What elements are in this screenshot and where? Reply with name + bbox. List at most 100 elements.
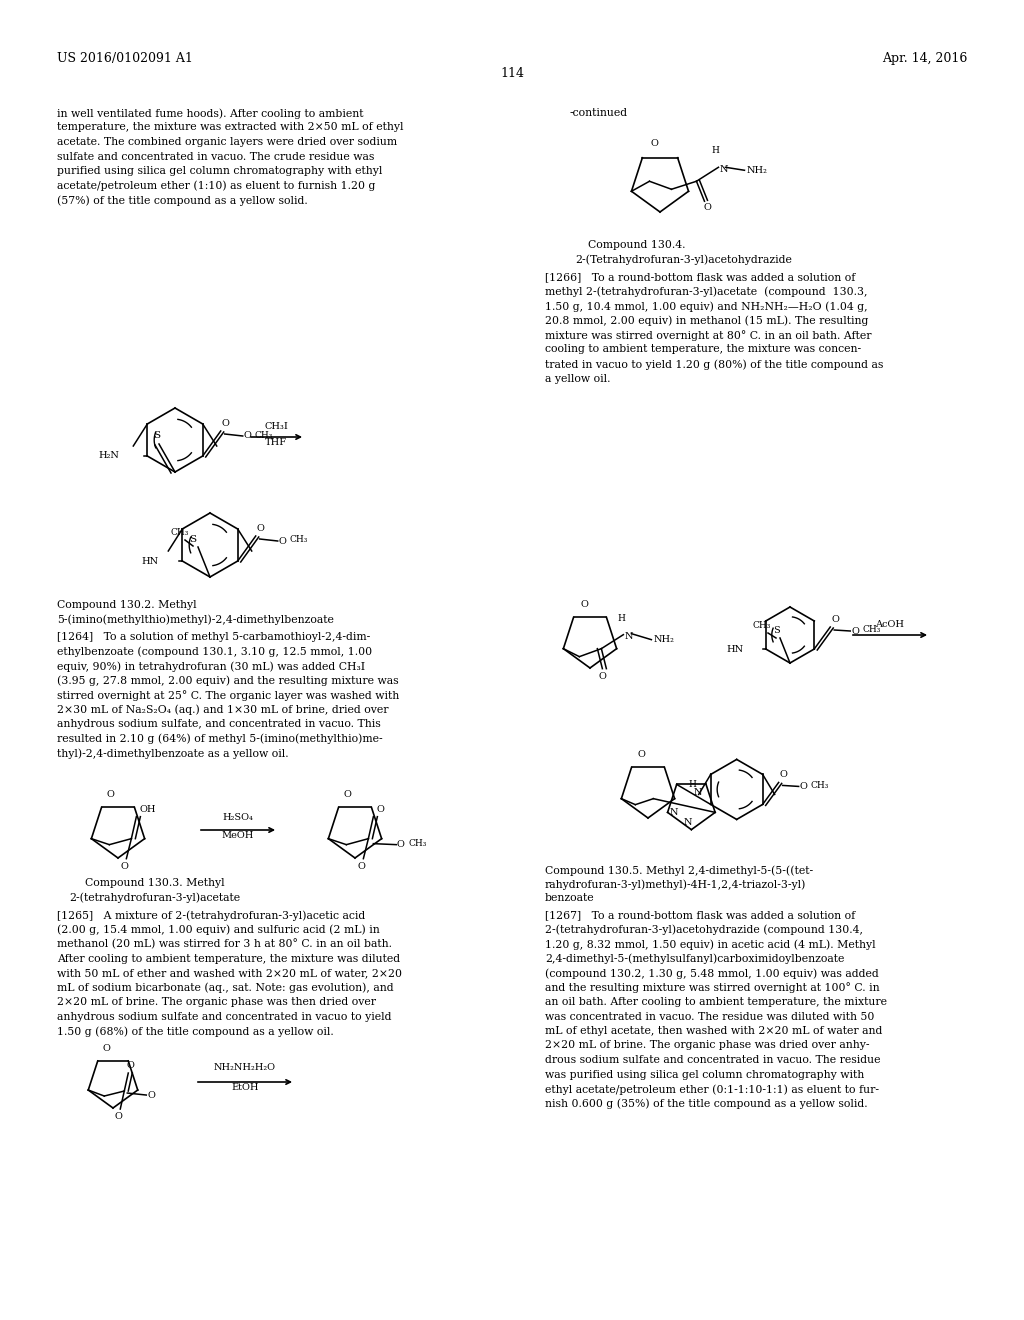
- Text: CH₃: CH₃: [171, 528, 189, 537]
- Text: thyl)-2,4-dimethylbenzoate as a yellow oil.: thyl)-2,4-dimethylbenzoate as a yellow o…: [57, 748, 289, 759]
- Text: [1264]   To a solution of methyl 5-carbamothioyl-2,4-dim-: [1264] To a solution of methyl 5-carbamo…: [57, 632, 371, 642]
- Text: H₂N: H₂N: [98, 451, 119, 461]
- Text: Apr. 14, 2016: Apr. 14, 2016: [882, 51, 967, 65]
- Text: ethylbenzoate (compound 130.1, 3.10 g, 12.5 mmol, 1.00: ethylbenzoate (compound 130.1, 3.10 g, 1…: [57, 647, 372, 657]
- Text: CH₃I: CH₃I: [264, 422, 288, 432]
- Text: CH₃: CH₃: [290, 536, 308, 544]
- Text: [1266]   To a round-bottom flask was added a solution of: [1266] To a round-bottom flask was added…: [545, 272, 855, 282]
- Text: 2×20 mL of brine. The organic phase was then dried over: 2×20 mL of brine. The organic phase was …: [57, 997, 376, 1007]
- Text: methyl 2-(tetrahydrofuran-3-yl)acetate  (compound  130.3,: methyl 2-(tetrahydrofuran-3-yl)acetate (…: [545, 286, 867, 297]
- Text: O: O: [598, 672, 606, 681]
- Text: O: O: [115, 1111, 122, 1121]
- Text: NH₂NH₂H₂O: NH₂NH₂H₂O: [214, 1063, 276, 1072]
- Text: 2×30 mL of Na₂S₂O₄ (aq.) and 1×30 mL of brine, dried over: 2×30 mL of Na₂S₂O₄ (aq.) and 1×30 mL of …: [57, 705, 388, 715]
- Text: NH₂: NH₂: [746, 166, 767, 174]
- Text: O: O: [244, 432, 252, 441]
- Text: anhydrous sodium sulfate, and concentrated in vacuo. This: anhydrous sodium sulfate, and concentrat…: [57, 719, 381, 729]
- Text: O: O: [831, 615, 839, 624]
- Text: an oil bath. After cooling to ambient temperature, the mixture: an oil bath. After cooling to ambient te…: [545, 997, 887, 1007]
- Text: a yellow oil.: a yellow oil.: [545, 374, 610, 384]
- Text: S: S: [189, 535, 197, 544]
- Text: N: N: [683, 818, 691, 828]
- Text: O: O: [851, 627, 859, 635]
- Text: 5-(imino(methylthio)methyl)-2,4-dimethylbenzoate: 5-(imino(methylthio)methyl)-2,4-dimethyl…: [57, 614, 334, 624]
- Text: acetate. The combined organic layers were dried over sodium: acetate. The combined organic layers wer…: [57, 137, 397, 147]
- Text: Compound 130.2. Methyl: Compound 130.2. Methyl: [57, 601, 197, 610]
- Text: Compound 130.5. Methyl 2,4-dimethyl-5-(5-((tet-: Compound 130.5. Methyl 2,4-dimethyl-5-(5…: [545, 865, 813, 875]
- Text: 2×20 mL of brine. The organic phase was dried over anhy-: 2×20 mL of brine. The organic phase was …: [545, 1040, 869, 1051]
- Text: mL of sodium bicarbonate (aq., sat. Note: gas evolution), and: mL of sodium bicarbonate (aq., sat. Note…: [57, 982, 393, 993]
- Text: NH₂: NH₂: [653, 635, 674, 644]
- Text: mixture was stirred overnight at 80° C. in an oil bath. After: mixture was stirred overnight at 80° C. …: [545, 330, 871, 341]
- Text: O: O: [703, 203, 712, 213]
- Text: 20.8 mmol, 2.00 equiv) in methanol (15 mL). The resulting: 20.8 mmol, 2.00 equiv) in methanol (15 m…: [545, 315, 868, 326]
- Text: O: O: [377, 805, 384, 813]
- Text: trated in vacuo to yield 1.20 g (80%) of the title compound as: trated in vacuo to yield 1.20 g (80%) of…: [545, 359, 884, 370]
- Text: US 2016/0102091 A1: US 2016/0102091 A1: [57, 51, 193, 65]
- Text: (2.00 g, 15.4 mmol, 1.00 equiv) and sulfuric acid (2 mL) in: (2.00 g, 15.4 mmol, 1.00 equiv) and sulf…: [57, 924, 380, 935]
- Text: 1.20 g, 8.32 mmol, 1.50 equiv) in acetic acid (4 mL). Methyl: 1.20 g, 8.32 mmol, 1.50 equiv) in acetic…: [545, 939, 876, 949]
- Text: equiv, 90%) in tetrahydrofuran (30 mL) was added CH₃I: equiv, 90%) in tetrahydrofuran (30 mL) w…: [57, 661, 366, 672]
- Text: H: H: [688, 780, 696, 789]
- Text: was concentrated in vacuo. The residue was diluted with 50: was concentrated in vacuo. The residue w…: [545, 1011, 874, 1022]
- Text: (57%) of the title compound as a yellow solid.: (57%) of the title compound as a yellow …: [57, 195, 308, 206]
- Text: H₂SO₄: H₂SO₄: [222, 813, 253, 822]
- Text: benzoate: benzoate: [545, 894, 595, 903]
- Text: O: O: [637, 750, 645, 759]
- Text: acetate/petroleum ether (1:10) as eluent to furnish 1.20 g: acetate/petroleum ether (1:10) as eluent…: [57, 181, 376, 191]
- Text: with 50 mL of ether and washed with 2×20 mL of water, 2×20: with 50 mL of ether and washed with 2×20…: [57, 968, 402, 978]
- Text: O: O: [396, 840, 404, 849]
- Text: [1267]   To a round-bottom flask was added a solution of: [1267] To a round-bottom flask was added…: [545, 909, 855, 920]
- Text: nish 0.600 g (35%) of the title compound as a yellow solid.: nish 0.600 g (35%) of the title compound…: [545, 1098, 867, 1109]
- Text: resulted in 2.10 g (64%) of methyl 5-(imino(methylthio)me-: resulted in 2.10 g (64%) of methyl 5-(im…: [57, 734, 383, 744]
- Text: O: O: [121, 862, 128, 871]
- Text: CH₃: CH₃: [811, 781, 829, 789]
- Text: 114: 114: [500, 67, 524, 81]
- Text: 2-(tetrahydrofuran-3-yl)acetohydrazide (compound 130.4,: 2-(tetrahydrofuran-3-yl)acetohydrazide (…: [545, 924, 863, 935]
- Text: HN: HN: [141, 557, 159, 565]
- Text: O: O: [650, 139, 658, 148]
- Text: mL of ethyl acetate, then washed with 2×20 mL of water and: mL of ethyl acetate, then washed with 2×…: [545, 1026, 883, 1036]
- Text: O: O: [357, 862, 366, 871]
- Text: CH₃: CH₃: [753, 620, 771, 630]
- Text: S: S: [773, 626, 779, 635]
- Text: -continued: -continued: [570, 108, 628, 117]
- Text: Compound 130.3. Methyl: Compound 130.3. Methyl: [85, 878, 225, 888]
- Text: N: N: [720, 165, 728, 174]
- Text: 2-(Tetrahydrofuran-3-yl)acetohydrazide: 2-(Tetrahydrofuran-3-yl)acetohydrazide: [575, 253, 792, 264]
- Text: 2-(tetrahydrofuran-3-yl)acetate: 2-(tetrahydrofuran-3-yl)acetate: [70, 892, 241, 903]
- Text: (compound 130.2, 1.30 g, 5.48 mmol, 1.00 equiv) was added: (compound 130.2, 1.30 g, 5.48 mmol, 1.00…: [545, 968, 879, 978]
- Text: MeOH: MeOH: [222, 832, 254, 840]
- Text: stirred overnight at 25° C. The organic layer was washed with: stirred overnight at 25° C. The organic …: [57, 690, 399, 701]
- Text: OH: OH: [139, 805, 156, 813]
- Text: S: S: [154, 432, 161, 440]
- Text: (3.95 g, 27.8 mmol, 2.00 equiv) and the resulting mixture was: (3.95 g, 27.8 mmol, 2.00 equiv) and the …: [57, 676, 398, 686]
- Text: O: O: [222, 418, 229, 428]
- Text: anhydrous sodium sulfate and concentrated in vacuo to yield: anhydrous sodium sulfate and concentrate…: [57, 1011, 391, 1022]
- Text: 1.50 g, 10.4 mmol, 1.00 equiv) and NH₂NH₂—H₂O (1.04 g,: 1.50 g, 10.4 mmol, 1.00 equiv) and NH₂NH…: [545, 301, 867, 312]
- Text: drous sodium sulfate and concentrated in vacuo. The residue: drous sodium sulfate and concentrated in…: [545, 1055, 881, 1065]
- Text: O: O: [126, 1061, 134, 1071]
- Text: CH₃: CH₃: [409, 840, 427, 849]
- Text: Compound 130.4.: Compound 130.4.: [588, 240, 685, 249]
- Text: purified using silica gel column chromatography with ethyl: purified using silica gel column chromat…: [57, 166, 382, 176]
- Text: H: H: [617, 614, 626, 623]
- Text: methanol (20 mL) was stirred for 3 h at 80° C. in an oil bath.: methanol (20 mL) was stirred for 3 h at …: [57, 939, 392, 949]
- Text: ethyl acetate/petroleum ether (0:1-1:10-1:1) as eluent to fur-: ethyl acetate/petroleum ether (0:1-1:10-…: [545, 1084, 879, 1094]
- Text: cooling to ambient temperature, the mixture was concen-: cooling to ambient temperature, the mixt…: [545, 345, 861, 355]
- Text: After cooling to ambient temperature, the mixture was diluted: After cooling to ambient temperature, th…: [57, 953, 400, 964]
- Text: O: O: [800, 781, 808, 791]
- Text: H: H: [712, 147, 720, 156]
- Text: rahydrofuran-3-yl)methyl)-4H-1,2,4-triazol-3-yl): rahydrofuran-3-yl)methyl)-4H-1,2,4-triaz…: [545, 879, 806, 890]
- Text: was purified using silica gel column chromatography with: was purified using silica gel column chr…: [545, 1069, 864, 1080]
- Text: O: O: [257, 524, 264, 533]
- Text: O: O: [343, 789, 351, 799]
- Text: and the resulting mixture was stirred overnight at 100° C. in: and the resulting mixture was stirred ov…: [545, 982, 880, 994]
- Text: HN: HN: [727, 644, 743, 653]
- Text: 2,4-dimethyl-5-(methylsulfanyl)carboximidoylbenzoate: 2,4-dimethyl-5-(methylsulfanyl)carboximi…: [545, 953, 845, 964]
- Text: O: O: [279, 536, 287, 545]
- Text: AcOH: AcOH: [876, 620, 904, 630]
- Text: N: N: [625, 632, 633, 642]
- Text: temperature, the mixture was extracted with 2×50 mL of ethyl: temperature, the mixture was extracted w…: [57, 123, 403, 132]
- Text: CH₃: CH₃: [862, 626, 881, 635]
